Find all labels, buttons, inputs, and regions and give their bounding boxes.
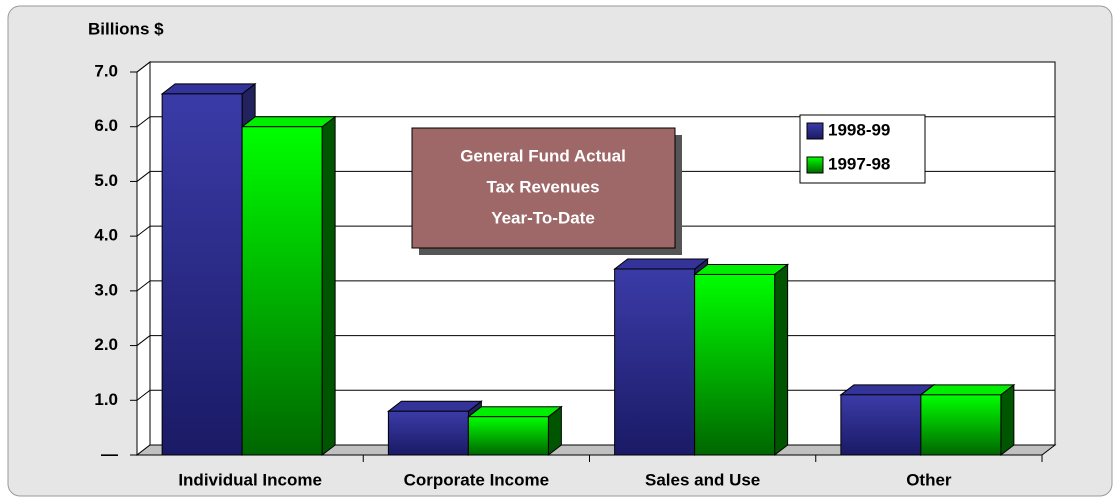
x-tick-label: Other: [906, 470, 952, 489]
bar-top: [919, 384, 1016, 396]
y-tick-label: 6.0: [94, 116, 118, 135]
annotation-line: General Fund Actual: [460, 146, 626, 165]
bar-top: [613, 258, 710, 270]
grid-line: [136, 61, 151, 73]
bar-side: [774, 263, 789, 457]
x-tick-label: Individual Income: [178, 470, 322, 489]
bar-top: [693, 263, 790, 275]
y-tick-label: 5.0: [94, 171, 118, 190]
bar: [241, 126, 323, 456]
y-tick-label: 2.0: [94, 335, 118, 354]
legend-label: 1998-99: [828, 120, 890, 139]
bar-top: [386, 400, 483, 412]
legend-swatch: [806, 122, 824, 140]
bar-side: [1000, 383, 1015, 457]
bar: [614, 268, 696, 456]
grid-line: [136, 171, 151, 182]
bar-top: [240, 116, 337, 128]
x-tick-label: Corporate Income: [404, 470, 549, 489]
bar-top: [839, 384, 936, 396]
bar-top: [466, 406, 563, 418]
grid-line: [136, 225, 151, 237]
grid-line: [136, 280, 151, 292]
side-wall: [136, 60, 151, 457]
bar: [694, 273, 776, 456]
annotation-line: Tax Revenues: [486, 177, 599, 196]
y-tick-label: 7.0: [94, 61, 118, 80]
legend-label: 1997-98: [828, 154, 890, 173]
x-tick-label: Sales and Use: [645, 470, 760, 489]
annotation-line: Year-To-Date: [491, 208, 595, 227]
legend-swatch: [806, 156, 824, 174]
y-axis-label: Billions $: [88, 19, 164, 38]
bar-side: [321, 115, 336, 457]
grid-line: [136, 116, 151, 128]
y-tick-label: 4.0: [94, 226, 118, 245]
grid-line: [136, 389, 151, 401]
bar: [387, 410, 469, 456]
grid-line: [136, 335, 151, 346]
bar: [920, 394, 1002, 456]
bar: [161, 93, 243, 456]
y-tick-label: 3.0: [94, 280, 118, 299]
y-tick-label: —: [101, 444, 118, 463]
y-tick-label: 1.0: [94, 390, 118, 409]
annotation-box: [411, 127, 676, 249]
bar: [467, 416, 549, 456]
bar-top: [160, 83, 257, 95]
bars: [136, 61, 1055, 457]
bar: [840, 394, 922, 456]
